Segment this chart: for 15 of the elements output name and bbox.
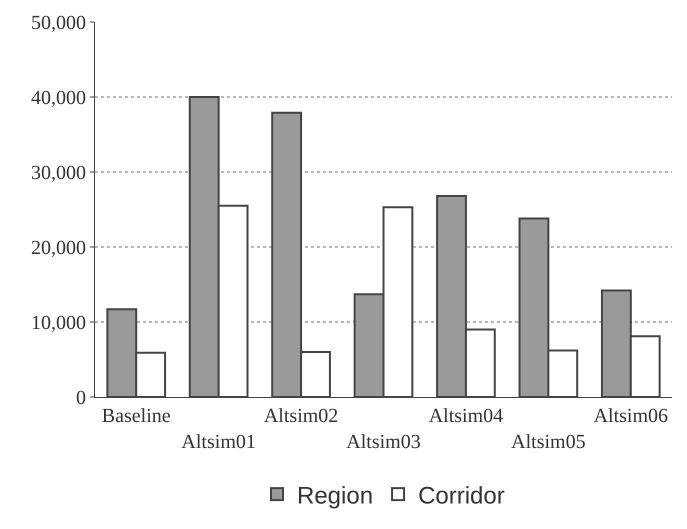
y-tick-label: 20,000 <box>31 237 86 259</box>
x-tick-label: Altsim01 <box>181 431 256 453</box>
y-tick-label: 10,000 <box>31 312 86 334</box>
x-tick-label: Altsim03 <box>346 431 421 453</box>
y-tick-label: 40,000 <box>31 87 86 109</box>
x-tick-label: Altsim02 <box>264 405 338 427</box>
y-tick-label: 0 <box>76 387 86 409</box>
x-tick-label: Altsim06 <box>594 405 668 427</box>
x-tick-label: Altsim04 <box>428 405 504 427</box>
y-tick-label: 50,000 <box>31 12 86 34</box>
legend-label: Region <box>297 482 374 510</box>
x-tick-label: Baseline <box>102 405 171 427</box>
x-tick-label: Altsim05 <box>511 431 586 453</box>
legend-label: Corridor <box>418 482 505 510</box>
y-tick-label: 30,000 <box>31 162 86 184</box>
